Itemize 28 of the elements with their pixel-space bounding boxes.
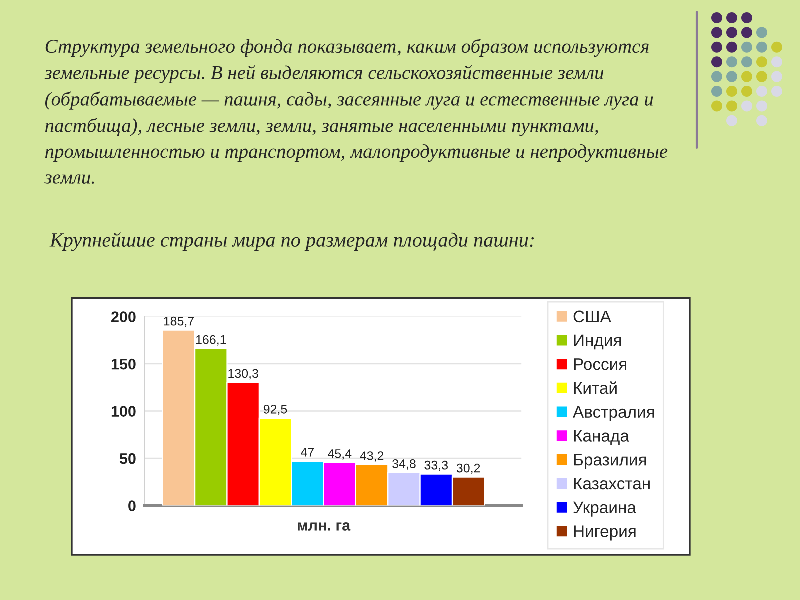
y-tick-label: 0 <box>128 500 136 512</box>
legend-label: США <box>574 310 612 323</box>
chart-title: Крупнейшие страны мира по размерам площади пашни: <box>50 232 534 252</box>
y-tick-label: 200 <box>112 312 136 322</box>
data-label: 33,3 <box>424 460 448 472</box>
data-label: 43,2 <box>360 452 384 462</box>
legend-label: Индия <box>574 334 622 350</box>
y-tick-label: 50 <box>120 453 136 464</box>
data-label: 92,5 <box>264 404 288 416</box>
legend-label: Австралия <box>573 406 654 422</box>
y-tick-label: 150 <box>112 358 136 370</box>
text: Структура земельного фонда показывает, каким образом используются земельные ресурсы. В ней выделяются сельскохозяйственные земли (обрабатываемые — пашня, сады, засеянные луга и естественные луга и пастбища), лесные земли, земли, занятые населенными пунктами, промышленностью и транспортом, малопродуктивные и непродуктивные земли. <box>44 39 668 184</box>
data-label: 30,2 <box>456 464 480 474</box>
legend-label: Канада <box>574 430 630 446</box>
data-label: 34,8 <box>392 460 416 470</box>
data-label: 45,4 <box>328 450 352 460</box>
legend-label: Китай <box>574 382 617 394</box>
legend-label: Бразилия <box>574 454 646 470</box>
legend-label: Россия <box>574 358 627 370</box>
legend-label: Украина <box>573 502 636 517</box>
legend-label: Нигерия <box>574 526 636 541</box>
y-tick-label: 100 <box>112 406 136 417</box>
data-label: 130,3 <box>228 369 258 380</box>
legend-label: Казахстан <box>574 478 650 490</box>
data-label: 47 <box>301 448 314 457</box>
data-label: 185,7 <box>164 316 194 328</box>
data-label: 166,1 <box>196 335 226 346</box>
x-tick-label: млн. га <box>298 522 351 531</box>
